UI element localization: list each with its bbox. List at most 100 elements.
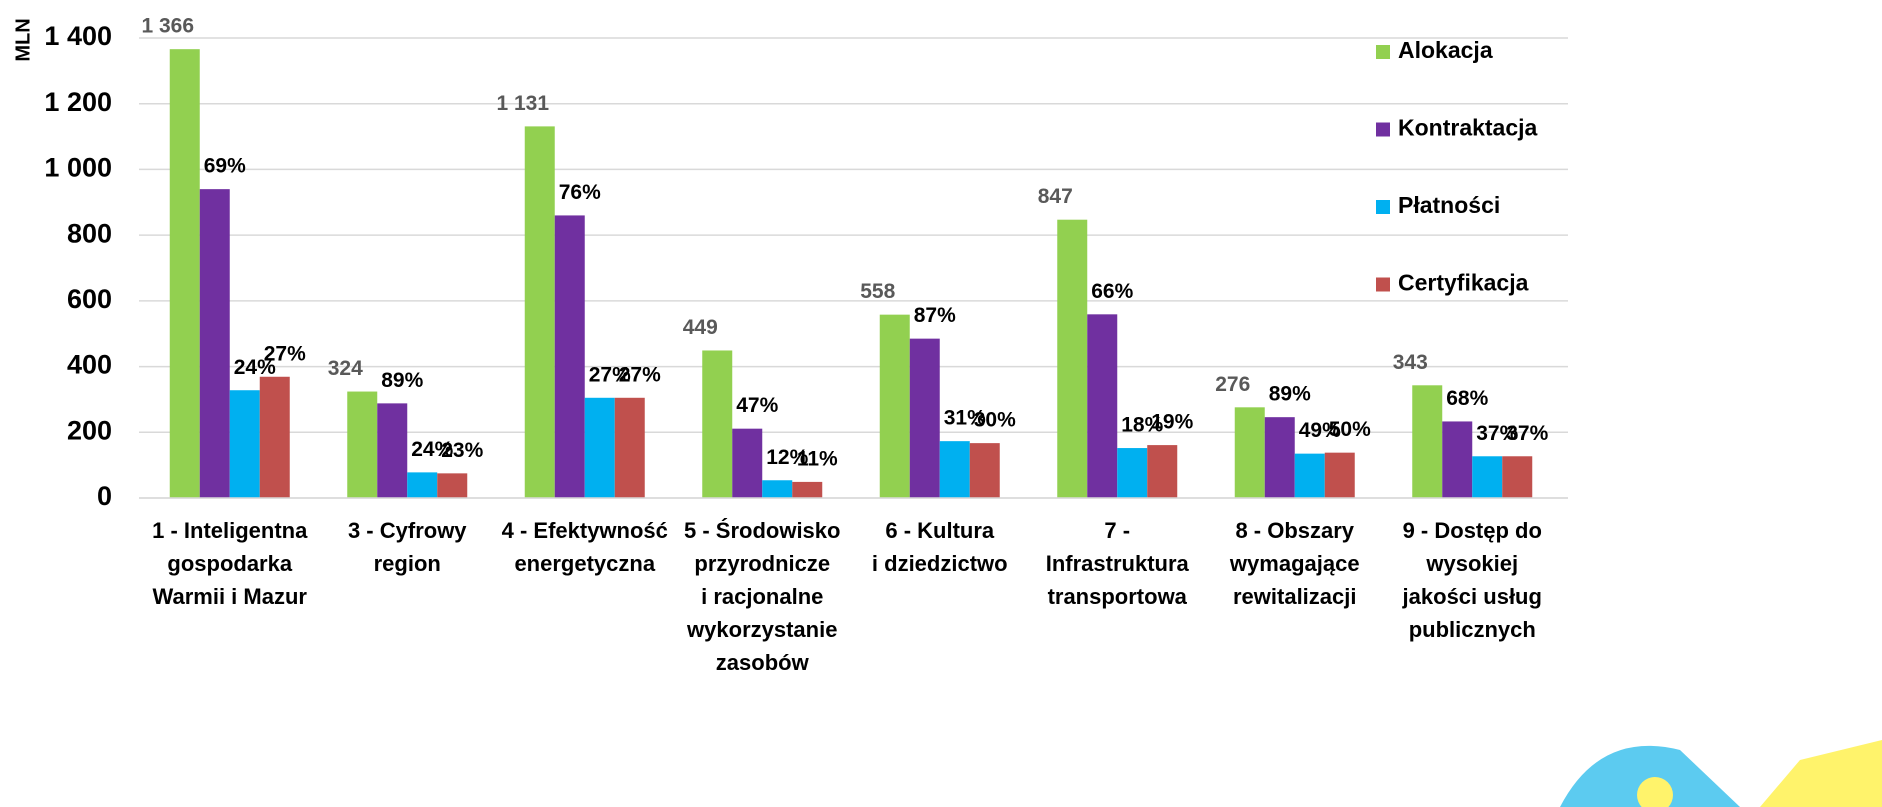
y-tick-label: 600 <box>67 284 112 314</box>
bar <box>614 397 645 498</box>
bar <box>377 403 408 498</box>
x-tick-label: transportowa <box>1048 584 1188 609</box>
x-tick-label: Warmii i Mazur <box>153 584 308 609</box>
data-label: 343 <box>1393 351 1428 374</box>
x-tick-label: wymagające <box>1229 551 1360 576</box>
data-label: 68% <box>1446 387 1488 410</box>
y-tick-label: 1 000 <box>44 153 112 183</box>
x-tick-label: 8 - Obszary <box>1235 518 1354 543</box>
bar <box>969 443 1000 498</box>
data-label: 87% <box>914 304 956 327</box>
legend-label: Płatności <box>1398 192 1500 218</box>
x-tick-label: 6 - Kultura <box>885 518 995 543</box>
y-tick-label: 800 <box>67 218 112 248</box>
bar <box>1442 421 1473 498</box>
data-label: 37% <box>1506 422 1548 445</box>
bar <box>229 390 260 498</box>
x-tick-label: wykorzystanie <box>686 617 837 642</box>
legend-swatch <box>1376 200 1390 214</box>
bar <box>1472 456 1503 498</box>
data-label: 37% <box>1476 422 1518 445</box>
data-label: 449 <box>683 316 718 339</box>
data-label: 19% <box>1151 411 1193 434</box>
data-label: 12% <box>766 446 808 469</box>
x-tick-label: przyrodnicze <box>694 551 830 576</box>
data-label: 23% <box>441 439 483 462</box>
x-tick-label: region <box>374 551 441 576</box>
y-tick-label: 0 <box>97 481 112 511</box>
bar <box>1294 453 1325 498</box>
x-tick-label: energetyczna <box>514 551 655 576</box>
data-label: 18% <box>1121 414 1163 437</box>
bar <box>584 397 615 498</box>
bar <box>554 215 585 498</box>
legend-swatch <box>1376 122 1390 137</box>
data-label: 1 131 <box>496 92 549 115</box>
bar <box>1234 407 1265 498</box>
x-tick-label: 3 - Cyfrowy <box>348 518 467 543</box>
bar <box>939 441 970 498</box>
data-label: 324 <box>328 357 363 380</box>
x-tick-label: gospodarka <box>167 551 292 576</box>
decoration <box>1560 740 1882 807</box>
data-label: 558 <box>860 280 895 303</box>
data-label: 31% <box>944 407 986 430</box>
x-tick-label: 7 - <box>1104 518 1130 543</box>
bar <box>407 472 438 498</box>
bar <box>909 338 940 498</box>
x-tick-label: 9 - Dostęp do <box>1403 518 1542 543</box>
data-label: 11% <box>797 447 838 470</box>
data-label: 89% <box>1269 383 1311 406</box>
bar <box>524 126 555 498</box>
data-label: 27% <box>589 363 631 386</box>
bar <box>762 480 793 498</box>
bar <box>1324 452 1355 498</box>
data-label: 49% <box>1299 419 1341 442</box>
legend-label: Kontraktacja <box>1398 115 1538 141</box>
bar <box>169 49 200 499</box>
bar <box>1502 456 1533 498</box>
x-tick-label: 4 - Efektywność <box>502 518 668 543</box>
x-tick-label: Infrastruktura <box>1046 551 1190 576</box>
bar <box>1147 445 1178 498</box>
data-label: 66% <box>1091 280 1133 303</box>
y-tick-label: 1 200 <box>44 87 112 117</box>
data-label: 1 366 <box>141 15 194 38</box>
bar <box>732 428 763 498</box>
bar <box>702 350 733 498</box>
bar <box>437 473 468 498</box>
x-tick-label: publicznych <box>1409 617 1536 642</box>
bar <box>1057 219 1088 498</box>
x-tick-label: i dziedzictwo <box>872 551 1008 576</box>
bar <box>199 189 230 498</box>
data-label: 50% <box>1329 418 1371 441</box>
data-label: 276 <box>1215 373 1250 396</box>
legend-label: Alokacja <box>1398 37 1493 63</box>
y-tick-label: 200 <box>67 415 112 445</box>
y-axis-label: MLN <box>12 18 34 61</box>
data-label: 24% <box>234 356 276 379</box>
x-tick-label: 1 - Inteligentna <box>152 518 308 543</box>
data-label: 27% <box>619 363 661 386</box>
data-label: 89% <box>381 369 423 392</box>
bar <box>1264 417 1295 498</box>
data-label: 847 <box>1038 185 1073 208</box>
y-tick-label: 1 400 <box>44 21 112 51</box>
bar <box>259 376 290 498</box>
data-label: 69% <box>204 155 246 178</box>
data-label: 30% <box>974 409 1016 432</box>
x-tick-label: i racjonalne <box>701 584 823 609</box>
bar <box>792 481 823 498</box>
y-tick-label: 400 <box>67 350 112 380</box>
legend-swatch <box>1376 277 1390 292</box>
legend-swatch <box>1376 45 1390 59</box>
bar <box>1412 385 1443 498</box>
bar <box>1087 314 1118 498</box>
data-label: 76% <box>559 181 601 204</box>
bar <box>879 314 910 498</box>
x-tick-label: rewitalizacji <box>1233 584 1357 609</box>
legend-label: Certyfikacja <box>1398 270 1529 296</box>
bar <box>1117 448 1148 498</box>
data-label: 24% <box>411 438 453 461</box>
x-tick-label: jakości usług <box>1402 584 1542 609</box>
